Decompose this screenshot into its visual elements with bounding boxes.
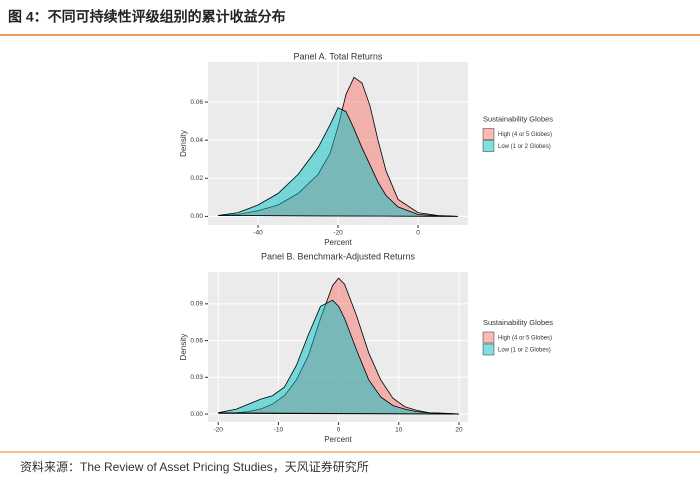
y-tick-label: 0.06 xyxy=(190,337,203,344)
legend-key xyxy=(482,128,495,140)
legend-key xyxy=(482,331,495,344)
x-tick-label: -20 xyxy=(214,427,224,434)
y-axis-label: Density xyxy=(179,334,188,361)
x-axis-label: Percent xyxy=(324,238,352,247)
x-tick-label: 0 xyxy=(337,427,341,434)
x-tick-label: -20 xyxy=(333,230,343,237)
x-axis-label: Percent xyxy=(324,435,352,444)
panel-title: Panel A. Total Returns xyxy=(294,51,383,61)
x-tick-label: 20 xyxy=(455,427,463,434)
density-area xyxy=(218,299,460,415)
figure-title: 图 4：不同可持续性评级组别的累计收益分布 xyxy=(8,9,286,25)
y-tick-label: 0.04 xyxy=(190,137,203,144)
legend-label: High (4 or 5 Globes) xyxy=(498,336,552,342)
source-note: 资料来源：The Review of Asset Pricing Studies… xyxy=(20,459,369,474)
legend-label: Low (1 or 2 Globes) xyxy=(498,348,551,354)
legend-label: Low (1 or 2 Globes) xyxy=(498,144,551,150)
legend-title: Sustainability Globes xyxy=(483,114,553,123)
legend-key xyxy=(482,343,495,356)
y-tick-label: 0.03 xyxy=(190,374,203,381)
panel-title: Panel B. Benchmark-Adjusted Returns xyxy=(261,251,416,261)
legend-label: High (4 or 5 Globes) xyxy=(498,132,552,138)
y-tick-label: 0.00 xyxy=(190,411,203,418)
x-tick-label: 0 xyxy=(416,230,420,237)
y-tick-label: 0.00 xyxy=(190,213,203,220)
y-tick-label: 0.02 xyxy=(190,175,203,182)
y-axis-label: Density xyxy=(179,130,188,157)
x-tick-label: -10 xyxy=(274,427,284,434)
x-tick-label: -40 xyxy=(253,230,263,237)
y-tick-label: 0.06 xyxy=(190,99,203,106)
legend-key xyxy=(482,140,495,152)
legend-title: Sustainability Globes xyxy=(483,318,553,327)
x-tick-label: 10 xyxy=(395,427,403,434)
y-tick-label: 0.09 xyxy=(190,301,203,308)
density-area xyxy=(217,107,459,217)
